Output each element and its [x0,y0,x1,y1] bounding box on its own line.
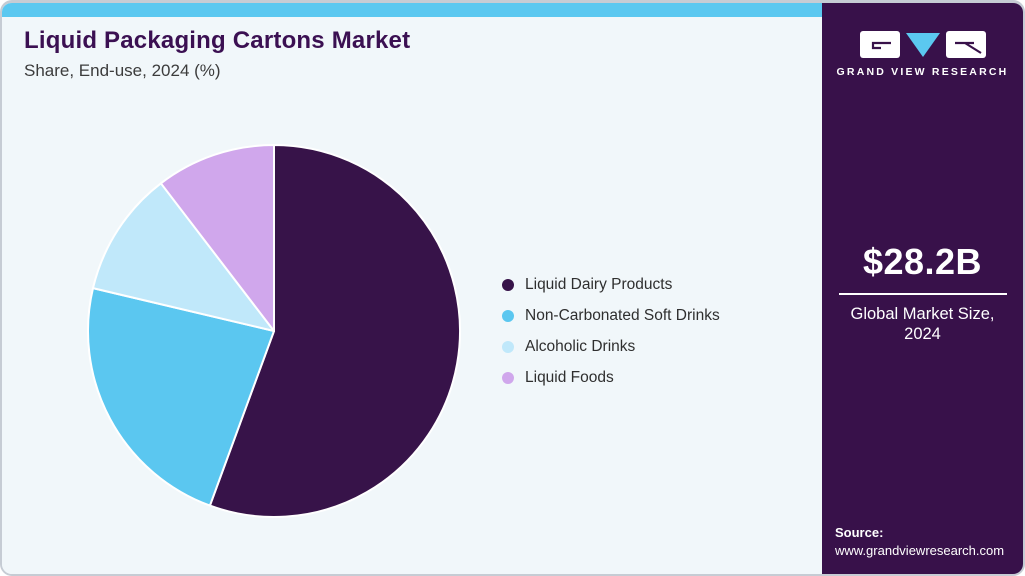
logo-v-icon [905,32,940,57]
chart-legend: Liquid Dairy Products Non-Carbonated Sof… [502,269,720,393]
logo-g-icon [859,30,900,58]
market-size-block: $28.2B Global Market Size, 2024 [822,241,1023,345]
legend-item: Liquid Dairy Products [502,269,720,300]
legend-label: Non-Carbonated Soft Drinks [525,306,720,324]
pie-chart [84,141,464,521]
market-size-label: Global Market Size, 2024 [850,304,995,344]
brand-name: GRAND VIEW RESEARCH [836,66,1009,78]
chart-panel: Liquid Packaging Cartons Market Share, E… [2,3,826,574]
legend-item: Liquid Foods [502,362,720,393]
legend-item: Non-Carbonated Soft Drinks [502,300,720,331]
pie-slice-liquid-foods [159,144,275,332]
page-title: Liquid Packaging Cartons Market [24,27,411,54]
source-block: Source: www.grandviewresearch.com [835,525,1004,558]
source-label: Source: [835,525,884,540]
pie-slice-non-carbonated-soft-drinks [87,287,275,507]
legend-bullet-icon [502,278,514,291]
pie-chart-svg [87,144,462,518]
gvr-logo-icon [859,29,986,59]
divider [838,293,1007,295]
legend-label: Liquid Foods [525,368,614,386]
legend-bullet-icon [502,371,514,384]
top-accent-bar [2,3,826,17]
legend-label: Liquid Dairy Products [525,275,673,293]
logo-r-icon [945,30,986,58]
pie-slice-liquid-dairy-products [208,144,462,518]
legend-bullet-icon [502,309,514,322]
brand-sidebar: GRAND VIEW RESEARCH $28.2B Global Market… [822,3,1023,574]
legend-bullet-icon [502,340,514,353]
source-url-link[interactable]: www.grandviewresearch.com [835,543,1005,558]
pie-slice-alcoholic-drinks [92,182,275,332]
market-size-value: $28.2B [862,241,983,282]
page-subtitle: Share, End-use, 2024 (%) [24,61,221,80]
legend-item: Alcoholic Drinks [502,331,720,362]
legend-label: Alcoholic Drinks [525,337,636,355]
grand-view-research-logo: GRAND VIEW RESEARCH [822,29,1023,78]
